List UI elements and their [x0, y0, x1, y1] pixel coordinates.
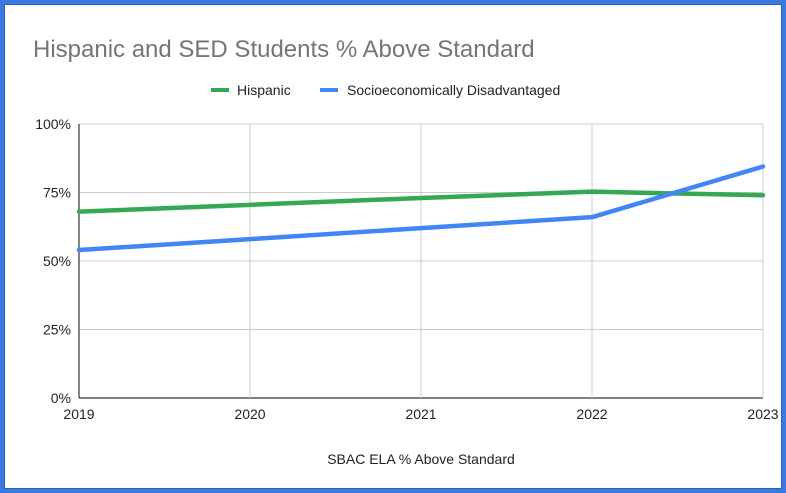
series-line-hispanic	[76, 189, 766, 214]
legend-label-hispanic: Hispanic	[237, 82, 291, 98]
legend-label-sed: Socioeconomically Disadvantaged	[347, 82, 560, 98]
x-axis-title: SBAC ELA % Above Standard	[327, 451, 515, 467]
chart-title: Hispanic and SED Students % Above Standa…	[33, 36, 535, 63]
y-tick-label: 50%	[43, 253, 71, 269]
y-tick-label: 75%	[43, 185, 71, 201]
y-tick-label: 25%	[43, 322, 71, 338]
x-axis-ticks: 2019 2020 2021 2022 2023	[63, 406, 778, 422]
y-tick-label: 0%	[51, 390, 71, 406]
x-tick-label: 2019	[63, 406, 94, 422]
legend: Hispanic Socioeconomically Disadvantaged	[211, 82, 560, 98]
series-lines	[76, 164, 766, 253]
x-tick-label: 2021	[405, 406, 436, 422]
gridlines	[78, 123, 764, 399]
y-tick-label: 100%	[35, 116, 71, 132]
x-tick-label: 2020	[234, 406, 265, 422]
series-line-sed	[76, 164, 766, 253]
y-axis-ticks: 0% 25% 50% 75% 100%	[35, 116, 71, 406]
x-tick-label: 2022	[576, 406, 607, 422]
x-tick-label: 2023	[747, 406, 778, 422]
